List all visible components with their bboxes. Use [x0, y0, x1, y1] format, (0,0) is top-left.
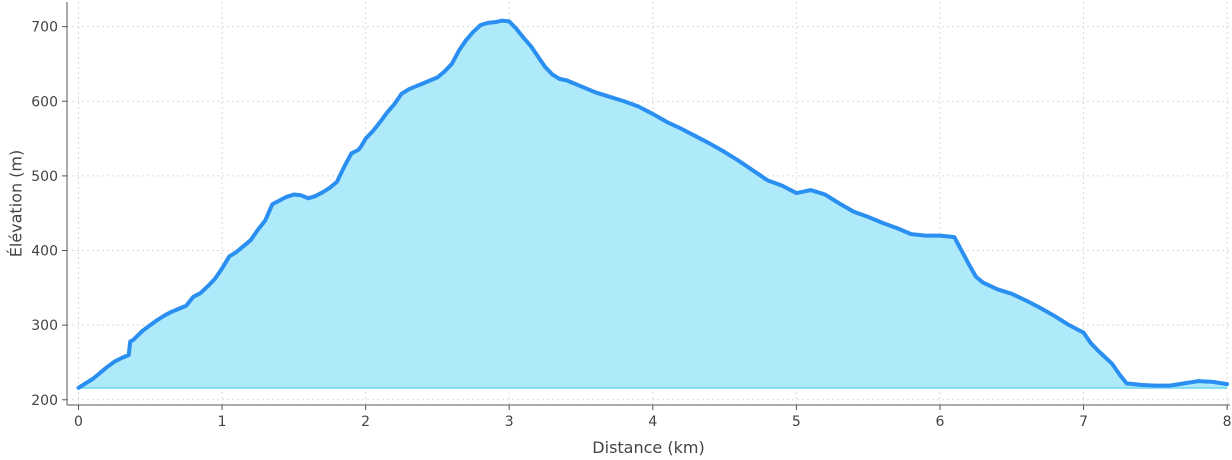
- area-fill: [78, 20, 1228, 388]
- x-tick-label: 4: [648, 414, 657, 430]
- y-tick-label: 700: [31, 20, 58, 36]
- elevation-area: [76, 18, 1230, 390]
- y-tick-label: 400: [31, 244, 58, 260]
- x-tick-label: 8: [1223, 414, 1232, 430]
- y-tick-label: 600: [31, 94, 58, 110]
- x-tick-label: 7: [1079, 414, 1088, 430]
- x-tick-label: 2: [361, 414, 370, 430]
- y-tick-label: 200: [31, 393, 58, 409]
- x-tick-label: 0: [74, 414, 83, 430]
- y-axis-title: Élévation (m): [7, 150, 26, 257]
- x-tick-label: 6: [936, 414, 945, 430]
- y-axis-ticks: 200 300 400 500 600 700: [31, 20, 67, 409]
- x-tick-label: 5: [792, 414, 801, 430]
- y-tick-label: 500: [31, 169, 58, 185]
- x-tick-label: 3: [505, 414, 514, 430]
- x-axis-ticks: 0 1 2 3 4 5 6 7 8: [74, 405, 1232, 430]
- x-tick-label: 1: [218, 414, 227, 430]
- x-axis-title: Distance (km): [592, 438, 704, 457]
- axes: [66, 2, 1230, 406]
- elevation-line: [76, 18, 1230, 390]
- y-tick-label: 300: [31, 318, 58, 334]
